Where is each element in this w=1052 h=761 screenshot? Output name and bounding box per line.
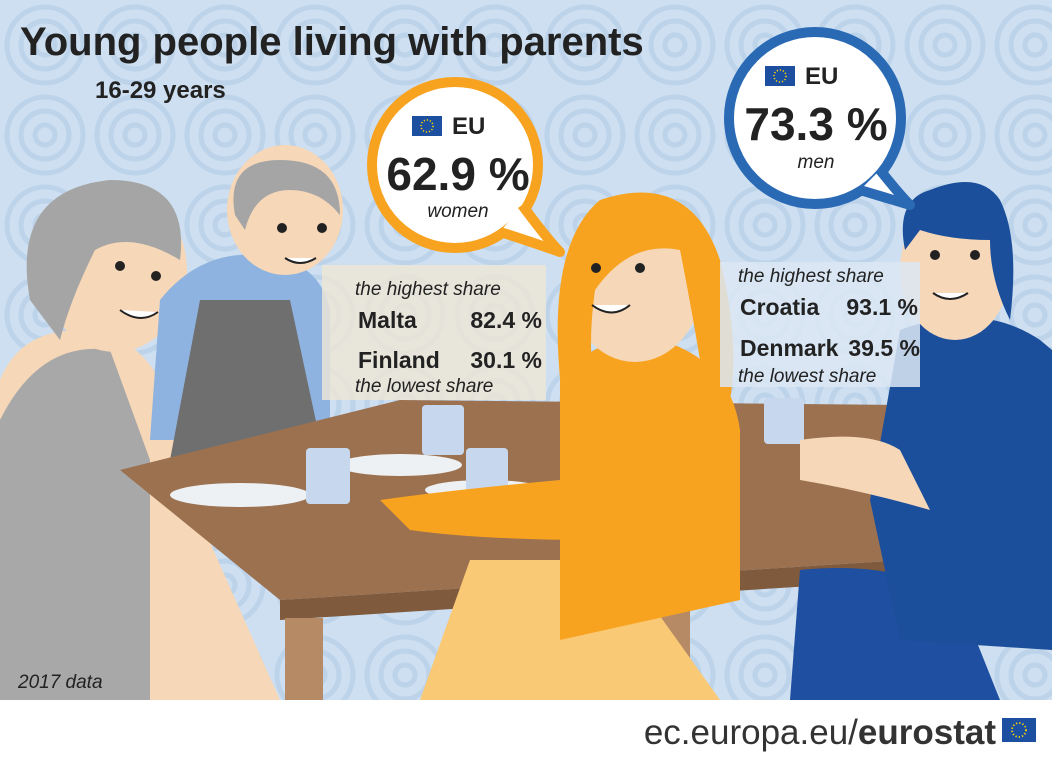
region: EU — [805, 63, 838, 90]
men-box: the highest share Croatia 93.1 % Denmark… — [720, 262, 920, 387]
footnote: 2017 data — [17, 672, 103, 693]
eu-flag — [1002, 718, 1036, 742]
country: Finland — [358, 347, 440, 373]
share: 82.4 % — [470, 307, 542, 333]
men-bubble: EU 73.3 % men — [724, 27, 915, 210]
share: 39.5 % — [848, 335, 920, 361]
source-brand: eurostat — [858, 713, 996, 752]
lowest-label: the lowest share — [355, 376, 493, 397]
region: EU — [452, 113, 485, 140]
country: Croatia — [740, 294, 819, 320]
source-site: ec.europa.eu/ — [644, 713, 858, 752]
women-value: 62.9 % — [386, 148, 529, 200]
women-label: women — [427, 201, 488, 222]
title: Young people living with parents — [20, 20, 644, 64]
women-box: the highest share Malta 82.4 % Finland 3… — [322, 265, 546, 400]
share: 30.1 % — [470, 347, 542, 373]
country: Malta — [358, 307, 417, 333]
share: 93.1 % — [846, 294, 918, 320]
illustration — [0, 145, 1052, 700]
men-label: men — [798, 152, 835, 173]
women-bubble: EU 62.9 % women — [367, 77, 565, 257]
source: ec.europa.eu/eurostat — [644, 713, 996, 752]
men-value: 73.3 % — [744, 98, 887, 150]
subtitle: 16-29 years — [95, 77, 226, 104]
country: Denmark — [740, 335, 839, 361]
highest-label: the highest share — [738, 266, 884, 287]
lowest-label: the lowest share — [738, 366, 876, 387]
highest-label: the highest share — [355, 279, 501, 300]
